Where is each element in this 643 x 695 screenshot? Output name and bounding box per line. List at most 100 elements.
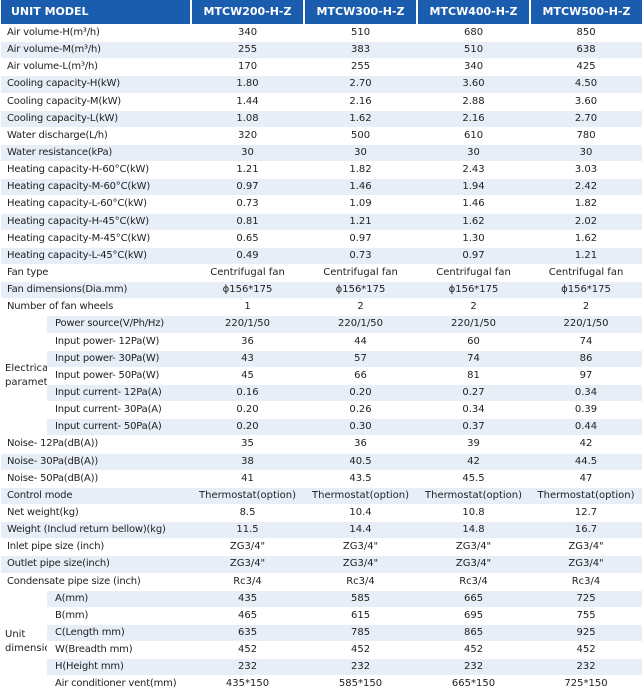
spec-value: 1.30 [417,230,531,248]
spec-label: Input current- 12Pa(A) [47,384,192,403]
spec-label: W(Breadth mm) [47,641,192,660]
spec-value: 2.88 [417,93,531,111]
table-row: Noise- 50Pa(dB(A)) 41 43.5 45.5 47 [1,470,643,488]
spec-value: ϕ156*175 [304,281,418,300]
spec-value: 220/1/50 [417,315,531,334]
electrical-parameter-group-label: Electrical parameter [1,315,47,437]
spec-value: 2.16 [304,93,418,111]
spec-value: 0.73 [191,195,305,214]
table-row: Number of fan wheels 1 2 2 2 [1,298,643,317]
spec-value: 1.62 [530,230,643,248]
spec-label: A(mm) [47,590,192,608]
spec-value: 1.09 [304,195,418,214]
spec-label: Input power- 12Pa(W) [47,333,192,351]
spec-label: Outlet pipe size(inch) [1,555,192,574]
table-row: Control mode Thermostat(option) Thermostat… [1,487,643,505]
spec-value: 452 [530,641,643,660]
spec-value: 220/1/50 [191,315,305,334]
spec-value: 220/1/50 [530,315,643,334]
table-row: Input current- 12Pa(A) 0.16 0.20 0.27 0.34 [1,384,643,403]
spec-value: 30 [530,144,643,163]
spec-label: Fan type [1,264,192,283]
spec-value: 66 [304,367,418,385]
table-row: C(Length mm) 635 785 865 925 [1,624,643,643]
spec-label: Noise- 30Pa(dB(A)) [1,453,192,471]
spec-value: 0.37 [417,418,531,437]
spec-value: 0.39 [530,401,643,420]
spec-label: Cooling capacity-M(kW) [1,93,192,111]
table-row: Heating capacity-M-45°C(kW) 0.65 0.97 1.30 1… [1,230,643,248]
spec-label: H(Height mm) [47,658,192,677]
spec-value: Centrifugal fan [530,264,643,283]
spec-label: B(mm) [47,607,192,625]
spec-value: 81 [417,367,531,385]
table-row: Air volume-L(m³/h) 170 255 340 425 [1,58,643,77]
spec-label: C(Length mm) [47,624,192,643]
spec-label: Heating capacity-H-45°C(kW) [1,213,192,231]
spec-value: 435*150 [191,675,305,694]
spec-label: Air conditioner vent(mm) [47,675,192,694]
table-row: Outlet pipe size(inch) ZG3/4" ZG3/4" ZG3/4"… [1,555,643,574]
spec-value: 0.26 [304,401,418,420]
spec-label: Water discharge(L/h) [1,127,192,145]
table-row: Cooling capacity-L(kW) 1.08 1.62 2.16 2.70 [1,110,643,128]
spec-value: 35 [191,435,305,454]
spec-label: Heating capacity-L-45°C(kW) [1,247,192,265]
spec-label: Input power- 30Pa(W) [47,350,192,368]
table-row: W(Breadth mm) 452 452 452 452 [1,641,643,660]
spec-value: 232 [304,658,418,677]
table-row: H(Height mm) 232 232 232 232 [1,658,643,677]
spec-label: Heating capacity-H-60°C(kW) [1,161,192,180]
spec-value: Thermostat(option) [304,487,418,505]
spec-value: 36 [304,435,418,454]
spec-label: Air volume-M(m³/h) [1,41,192,60]
spec-value: 3.60 [417,75,531,94]
spec-value: ZG3/4" [191,538,305,557]
spec-label: Weight (Includ return bellow)(kg) [1,521,192,540]
spec-value: 1.62 [417,213,531,231]
spec-value: ϕ156*175 [417,281,531,300]
spec-value: 0.34 [417,401,531,420]
table-row: Air volume-M(m³/h) 255 383 510 638 [1,41,643,60]
spec-value: 1.62 [304,110,418,128]
spec-label: Heating capacity-M-45°C(kW) [1,230,192,248]
spec-value: 232 [530,658,643,677]
header-row: UNIT MODEL MTCW200-H-Z MTCW300-H-Z MTCW4… [1,0,643,25]
spec-value: 1 [191,298,305,317]
spec-value: 340 [417,58,531,77]
spec-value: 435 [191,590,305,608]
spec-value: Centrifugal fan [304,264,418,283]
spec-value: 41 [191,470,305,488]
spec-value: 74 [417,350,531,368]
spec-value: 1.82 [530,195,643,214]
spec-label: Input current- 50Pa(A) [47,418,192,437]
table-row: Noise- 30Pa(dB(A)) 38 40.5 42 44.5 [1,453,643,471]
model-header: MTCW300-H-Z [304,0,419,25]
table-row: Air conditioner vent(mm) 435*150 585*150 66… [1,675,643,694]
spec-value: 1.46 [417,195,531,214]
spec-value: 40.5 [304,453,418,471]
spec-value: 665 [417,590,531,608]
spec-value: ZG3/4" [304,538,418,557]
spec-value: 925 [530,624,643,643]
table-row: Input power- 12Pa(W) 36 44 60 74 [1,333,643,351]
table-row: Air volume-H(m³/h) 340 510 680 850 [1,24,643,43]
spec-label: Air volume-L(m³/h) [1,58,192,77]
spec-value: 12.7 [530,504,643,523]
spec-value: 42 [530,435,643,454]
spec-label: Inlet pipe size (inch) [1,538,192,557]
spec-value: Rc3/4 [304,573,418,591]
spec-label: Noise- 12Pa(dB(A)) [1,435,192,454]
spec-value: ϕ156*175 [530,281,643,300]
spec-value: 780 [530,127,643,145]
spec-value: 0.49 [191,247,305,265]
spec-value: 1.08 [191,110,305,128]
spec-value: 255 [304,58,418,77]
spec-value: 2.16 [417,110,531,128]
spec-value: 0.16 [191,384,305,403]
spec-value: 60 [417,333,531,351]
spec-value: 2 [530,298,643,317]
spec-value: 2.42 [530,178,643,197]
spec-value: 232 [191,658,305,677]
table-row: Condensate pipe size (inch) Rc3/4 Rc3/4 Rc3… [1,573,643,591]
